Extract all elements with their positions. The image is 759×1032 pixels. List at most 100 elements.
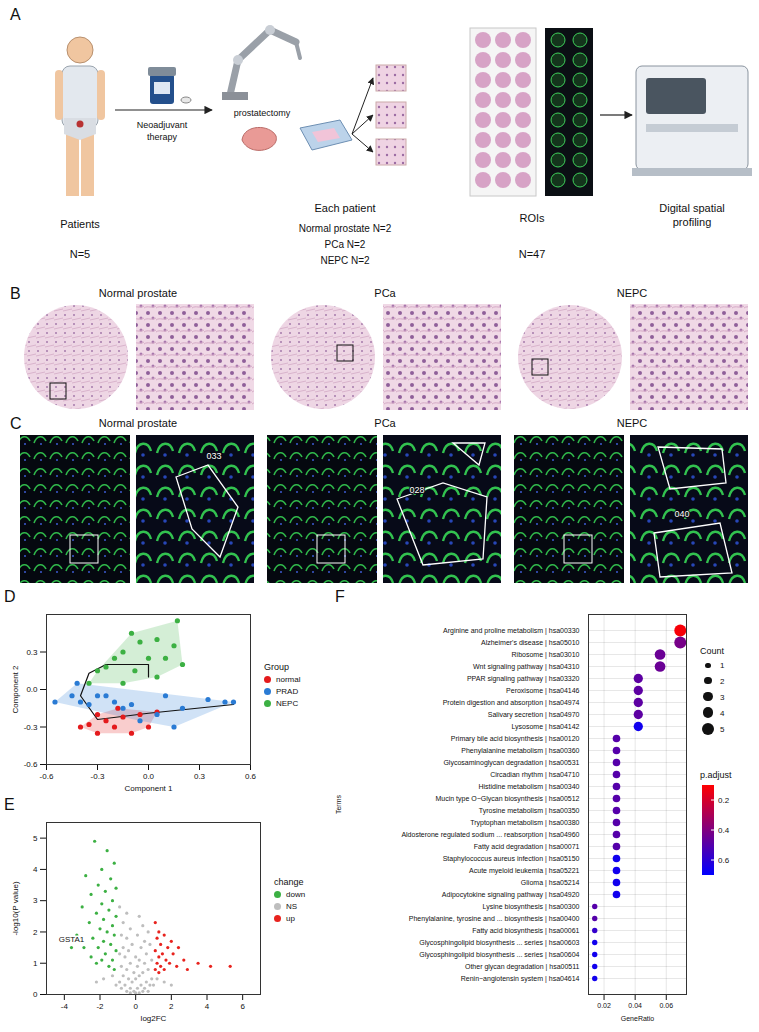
svg-text:NEPC: NEPC <box>617 417 648 429</box>
svg-text:-0.6: -0.6 <box>24 760 38 769</box>
svg-text:Each patient: Each patient <box>314 202 375 214</box>
svg-text:Patients: Patients <box>60 218 100 230</box>
svg-text:Phenylalanine, tyrosine and ..: Phenylalanine, tyrosine and ... biosynth… <box>409 915 580 923</box>
svg-text:Tryptophan metabolism | hsa003: Tryptophan metabolism | hsa00380 <box>470 819 579 827</box>
svg-text:6: 6 <box>240 1002 245 1011</box>
svg-text:0.0: 0.0 <box>26 685 38 694</box>
svg-text:PCa: PCa <box>374 417 396 429</box>
svg-text:Normal prostate: Normal prostate <box>99 287 177 299</box>
svg-text:Renin−angiotensin system | hsa: Renin−angiotensin system | hsa04614 <box>461 975 580 983</box>
svg-text:0.3: 0.3 <box>194 772 206 781</box>
svg-text:Ribosome | hsa03010: Ribosome | hsa03010 <box>512 651 580 659</box>
svg-text:-2: -2 <box>96 1002 104 1011</box>
svg-text:0.0: 0.0 <box>143 772 155 781</box>
svg-text:Acute myeloid leukemia | hsa05: Acute myeloid leukemia | hsa05221 <box>469 867 579 875</box>
svg-text:0.6: 0.6 <box>718 856 730 865</box>
svg-text:Tyrosine metabolism | hsa00350: Tyrosine metabolism | hsa00350 <box>479 807 580 815</box>
svg-text:Glycosphingolipid biosynthesis: Glycosphingolipid biosynthesis ... serie… <box>419 951 579 959</box>
svg-text:033: 033 <box>206 451 221 461</box>
svg-text:B: B <box>10 285 21 302</box>
svg-text:Histidine metabolism | hsa0034: Histidine metabolism | hsa00340 <box>478 783 579 791</box>
svg-text:Primary bile acid biosynthesis: Primary bile acid biosynthesis | hsa0012… <box>451 735 580 743</box>
svg-text:Aldosterone regulated sodium .: Aldosterone regulated sodium ... reabsor… <box>401 831 579 839</box>
svg-text:4: 4 <box>205 1002 210 1011</box>
svg-text:PPAR signaling pathway | hsa03: PPAR signaling pathway | hsa03320 <box>467 675 580 683</box>
svg-text:Glycosaminoglycan degradation: Glycosaminoglycan degradation | hsa00531 <box>443 759 579 767</box>
svg-text:5: 5 <box>33 834 38 843</box>
svg-text:0.6: 0.6 <box>245 772 257 781</box>
svg-text:2: 2 <box>33 928 38 937</box>
svg-text:GeneRatio: GeneRatio <box>621 1015 655 1022</box>
svg-text:C: C <box>10 415 22 432</box>
svg-text:Circadian rhythm | hsa04710: Circadian rhythm | hsa04710 <box>490 771 579 779</box>
svg-text:Peroxisome | hsa04146: Peroxisome | hsa04146 <box>506 687 580 695</box>
svg-text:0.2: 0.2 <box>718 796 730 805</box>
svg-text:-log10(P value): -log10(P value) <box>11 881 20 935</box>
svg-text:3: 3 <box>33 896 38 905</box>
svg-text:NEPC N=2: NEPC N=2 <box>320 255 370 266</box>
svg-text:4: 4 <box>33 865 38 874</box>
svg-text:0.06: 0.06 <box>659 1002 673 1009</box>
svg-text:Normal prostate N=2: Normal prostate N=2 <box>299 223 392 234</box>
svg-text:Digital spatial: Digital spatial <box>659 202 724 214</box>
svg-text:GSTA1: GSTA1 <box>59 935 85 944</box>
svg-text:028: 028 <box>409 485 424 495</box>
svg-text:0.02: 0.02 <box>597 1002 611 1009</box>
svg-text:Terms: Terms <box>335 794 342 814</box>
html-text:NEPC: NEPC <box>276 699 299 709</box>
html-text:E: E <box>4 796 15 813</box>
svg-text:2: 2 <box>169 1002 174 1011</box>
html-text:normal: normal <box>276 675 301 685</box>
svg-text:PCa N=2: PCa N=2 <box>325 239 366 250</box>
svg-text:N=5: N=5 <box>70 248 91 260</box>
svg-text:-0.3: -0.3 <box>24 723 38 732</box>
svg-text:PCa: PCa <box>374 287 396 299</box>
svg-text:-0.3: -0.3 <box>91 772 105 781</box>
svg-text:Alzheimer's disease | hsa05010: Alzheimer's disease | hsa05010 <box>481 639 580 647</box>
svg-text:0.3: 0.3 <box>26 648 38 657</box>
svg-text:0: 0 <box>133 1002 138 1011</box>
html-text:PRAD: PRAD <box>276 687 299 697</box>
svg-text:Glycosphingolipid biosynthesis: Glycosphingolipid biosynthesis ... serie… <box>419 939 579 947</box>
svg-text:Component 1: Component 1 <box>124 784 173 793</box>
svg-text:profiling: profiling <box>673 216 712 228</box>
svg-text:Lysosome | hsa04142: Lysosome | hsa04142 <box>511 723 579 731</box>
html-text:change: change <box>274 877 304 887</box>
svg-text:Neoadjuvant: Neoadjuvant <box>137 120 188 130</box>
svg-text:Wnt signaling pathway | hsa043: Wnt signaling pathway | hsa04310 <box>473 663 580 671</box>
svg-text:Mucin type O−Glycan biosynthes: Mucin type O−Glycan biosynthesis | hsa00… <box>435 795 579 803</box>
svg-text:-4: -4 <box>61 1002 69 1011</box>
svg-text:prostatectomy: prostatectomy <box>234 108 291 118</box>
html-text:p.adjust: p.adjust <box>700 770 732 780</box>
svg-text:ROIs: ROIs <box>519 212 545 224</box>
svg-text:0.04: 0.04 <box>628 1002 642 1009</box>
svg-text:Other glycan degradation | hsa: Other glycan degradation | hsa00511 <box>465 963 580 971</box>
svg-text:0.4: 0.4 <box>718 826 730 835</box>
html-text:F: F <box>335 588 345 605</box>
svg-text:Staphylococcus aureus infectio: Staphylococcus aureus infection | hsa051… <box>443 855 580 863</box>
svg-text:Glioma | hsa05214: Glioma | hsa05214 <box>521 879 580 887</box>
svg-text:N=47: N=47 <box>519 248 546 260</box>
svg-text:therapy: therapy <box>147 132 178 142</box>
svg-text:Phenylalanine metabolism | hsa: Phenylalanine metabolism | hsa00360 <box>461 747 579 755</box>
html-text:Count: Count <box>700 646 724 656</box>
svg-text:Normal prostate: Normal prostate <box>99 417 177 429</box>
svg-text:A: A <box>10 6 21 23</box>
svg-text:-0.6: -0.6 <box>40 772 54 781</box>
svg-text:NEPC: NEPC <box>617 287 648 299</box>
svg-text:Fatty acid biosynthesis | hsa0: Fatty acid biosynthesis | hsa00061 <box>472 927 579 935</box>
svg-text:Adipocytokine signaling pathwa: Adipocytokine signaling pathway | hsa049… <box>442 891 580 899</box>
svg-text:040: 040 <box>674 509 689 519</box>
html-text:Group: Group <box>264 662 289 673</box>
svg-text:Arginine and proline metabolis: Arginine and proline metabolism | hsa003… <box>443 627 580 635</box>
html-text:down: down <box>286 890 306 899</box>
svg-text:Protein digestion and absorpti: Protein digestion and absorption | hsa04… <box>443 699 580 707</box>
svg-text:1: 1 <box>33 959 38 968</box>
svg-text:Lysine biosynthesis | hsa00300: Lysine biosynthesis | hsa00300 <box>483 903 580 911</box>
svg-text:log2FC: log2FC <box>141 1014 167 1023</box>
svg-text:Fatty acid degradation | hsa00: Fatty acid degradation | hsa00071 <box>474 843 580 851</box>
svg-text:Component 2: Component 2 <box>11 665 20 714</box>
svg-text:Salivary secretion | hsa04970: Salivary secretion | hsa04970 <box>488 711 580 719</box>
html-text:D: D <box>4 588 16 605</box>
svg-text:0: 0 <box>33 990 38 999</box>
